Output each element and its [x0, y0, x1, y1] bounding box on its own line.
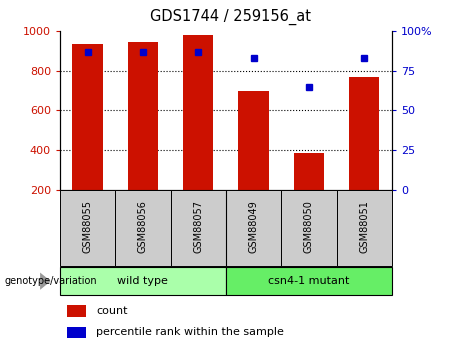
- Text: GSM88050: GSM88050: [304, 200, 314, 253]
- Bar: [128, 42, 158, 190]
- Bar: [115, 190, 171, 266]
- Text: csn4-1 mutant: csn4-1 mutant: [268, 276, 349, 286]
- Bar: [72, 44, 103, 190]
- Text: GSM88057: GSM88057: [193, 200, 203, 253]
- Text: genotype/variation: genotype/variation: [5, 276, 97, 286]
- Bar: [60, 267, 226, 295]
- Text: count: count: [96, 306, 128, 316]
- Text: percentile rank within the sample: percentile rank within the sample: [96, 327, 284, 337]
- Bar: [60, 190, 115, 266]
- Text: GSM88049: GSM88049: [248, 200, 259, 253]
- Bar: [66, 327, 87, 338]
- Text: GDS1744 / 259156_at: GDS1744 / 259156_at: [150, 9, 311, 25]
- Text: GSM88051: GSM88051: [359, 200, 369, 253]
- Bar: [337, 190, 392, 266]
- Bar: [226, 190, 281, 266]
- Bar: [171, 190, 226, 266]
- Bar: [226, 267, 392, 295]
- Bar: [294, 153, 324, 190]
- Bar: [238, 90, 269, 190]
- Text: GSM88055: GSM88055: [83, 200, 93, 253]
- Text: GSM88056: GSM88056: [138, 200, 148, 253]
- Bar: [66, 305, 87, 317]
- Text: wild type: wild type: [118, 276, 168, 286]
- Bar: [183, 35, 213, 190]
- Bar: [281, 190, 337, 266]
- Bar: [349, 77, 379, 190]
- Polygon shape: [40, 273, 51, 290]
